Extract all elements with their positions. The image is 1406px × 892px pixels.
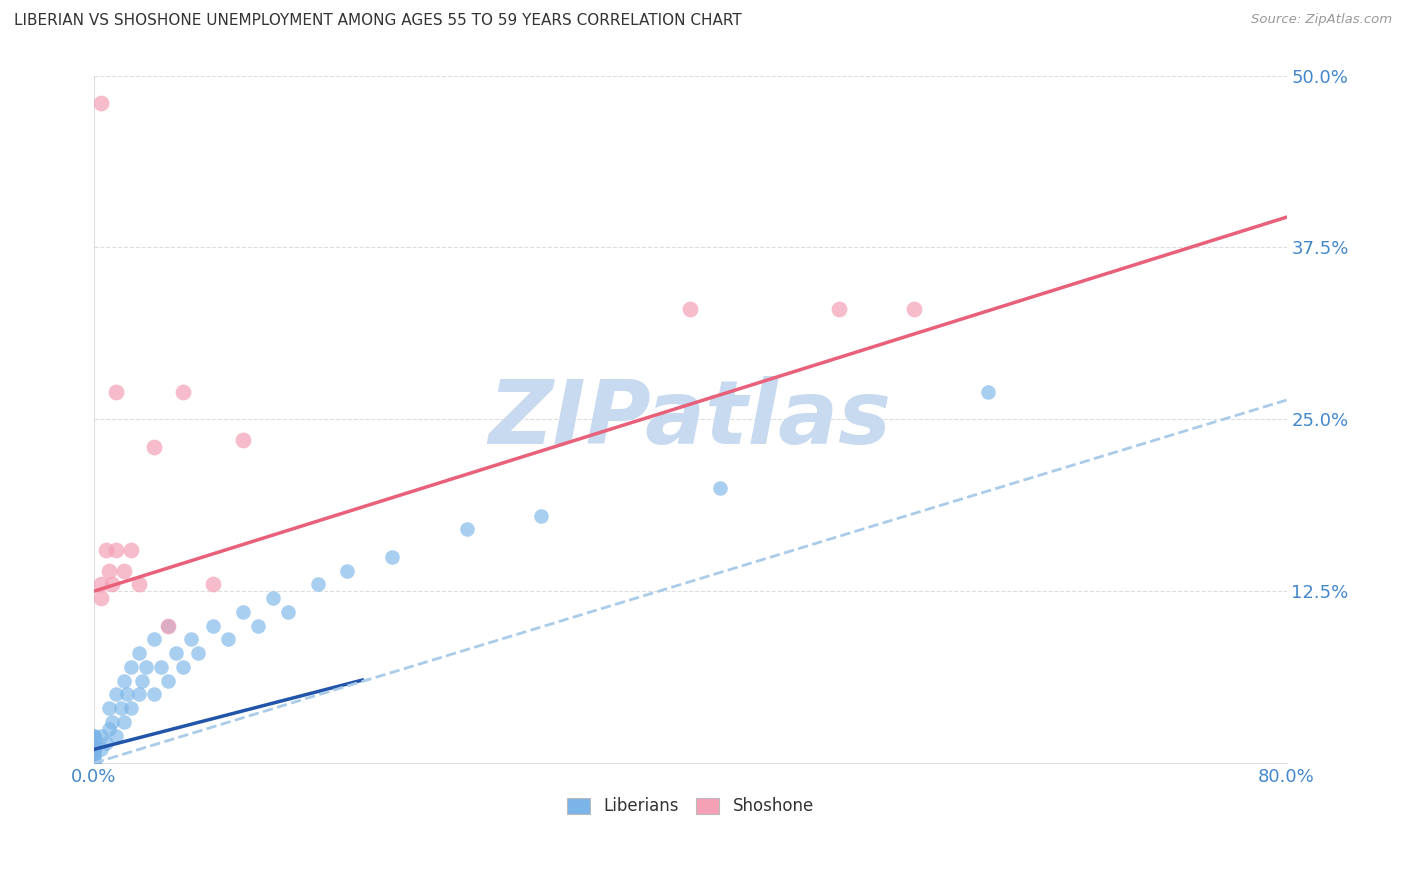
Point (83, 756, 105, 771)
Point (679, 302, 702, 317)
Point (83, 756, 105, 771)
Point (232, 605, 254, 619)
Point (262, 591, 284, 606)
Text: LIBERIAN VS SHOSHONE UNEMPLOYMENT AMONG AGES 55 TO 59 YEARS CORRELATION CHART: LIBERIAN VS SHOSHONE UNEMPLOYMENT AMONG … (14, 13, 742, 29)
Point (90, 591, 112, 606)
Point (101, 577, 124, 591)
Point (246, 618, 269, 632)
Point (157, 673, 180, 688)
Point (105, 384, 128, 399)
Point (97, 701, 120, 715)
Point (83, 735, 105, 749)
Point (101, 714, 124, 729)
Point (202, 618, 225, 632)
Point (94, 735, 117, 749)
Point (83, 756, 105, 771)
Point (336, 564, 359, 578)
Point (165, 646, 187, 660)
Point (83, 756, 105, 771)
Text: ZIPatlas: ZIPatlas (489, 376, 891, 463)
Point (180, 632, 202, 647)
Point (105, 543, 128, 558)
Point (202, 577, 225, 591)
Point (83, 745, 105, 759)
Point (90, 95, 112, 110)
Point (83, 742, 105, 756)
Point (142, 632, 165, 647)
Point (83, 756, 105, 771)
Point (83, 756, 105, 771)
Point (217, 632, 239, 647)
Point (381, 549, 404, 564)
Point (83, 756, 105, 771)
Point (110, 701, 132, 715)
Point (115, 687, 138, 701)
Point (83, 742, 105, 756)
Point (977, 384, 1000, 399)
Point (83, 756, 105, 771)
Point (456, 522, 478, 536)
Point (530, 508, 553, 523)
Point (232, 433, 254, 447)
Point (903, 302, 925, 317)
Point (142, 440, 165, 454)
Point (172, 660, 194, 674)
Point (157, 618, 180, 632)
Point (307, 577, 329, 591)
Point (120, 701, 142, 715)
Point (135, 660, 157, 674)
Point (83, 729, 105, 743)
Point (172, 384, 194, 399)
Point (128, 646, 150, 660)
Point (142, 687, 165, 701)
Point (187, 646, 209, 660)
Point (90, 577, 112, 591)
Point (90, 729, 112, 743)
Point (828, 302, 851, 317)
Point (131, 673, 153, 688)
Point (112, 714, 135, 729)
Point (112, 564, 135, 578)
Point (120, 543, 142, 558)
Point (94, 543, 117, 558)
Point (83, 735, 105, 749)
Point (112, 673, 135, 688)
Point (83, 749, 105, 764)
Point (105, 729, 128, 743)
Point (709, 481, 731, 495)
Point (277, 605, 299, 619)
Point (83, 749, 105, 764)
Point (90, 742, 112, 756)
Point (83, 742, 105, 756)
Point (128, 577, 150, 591)
Point (128, 687, 150, 701)
Point (83, 731, 105, 746)
Point (97, 564, 120, 578)
Point (120, 660, 142, 674)
Point (105, 687, 128, 701)
Text: Source: ZipAtlas.com: Source: ZipAtlas.com (1251, 13, 1392, 27)
Point (150, 660, 173, 674)
Point (97, 722, 120, 736)
Point (83, 756, 105, 771)
Point (157, 618, 180, 632)
Legend: Liberians, Shoshone: Liberians, Shoshone (558, 789, 823, 823)
Point (83, 729, 105, 743)
